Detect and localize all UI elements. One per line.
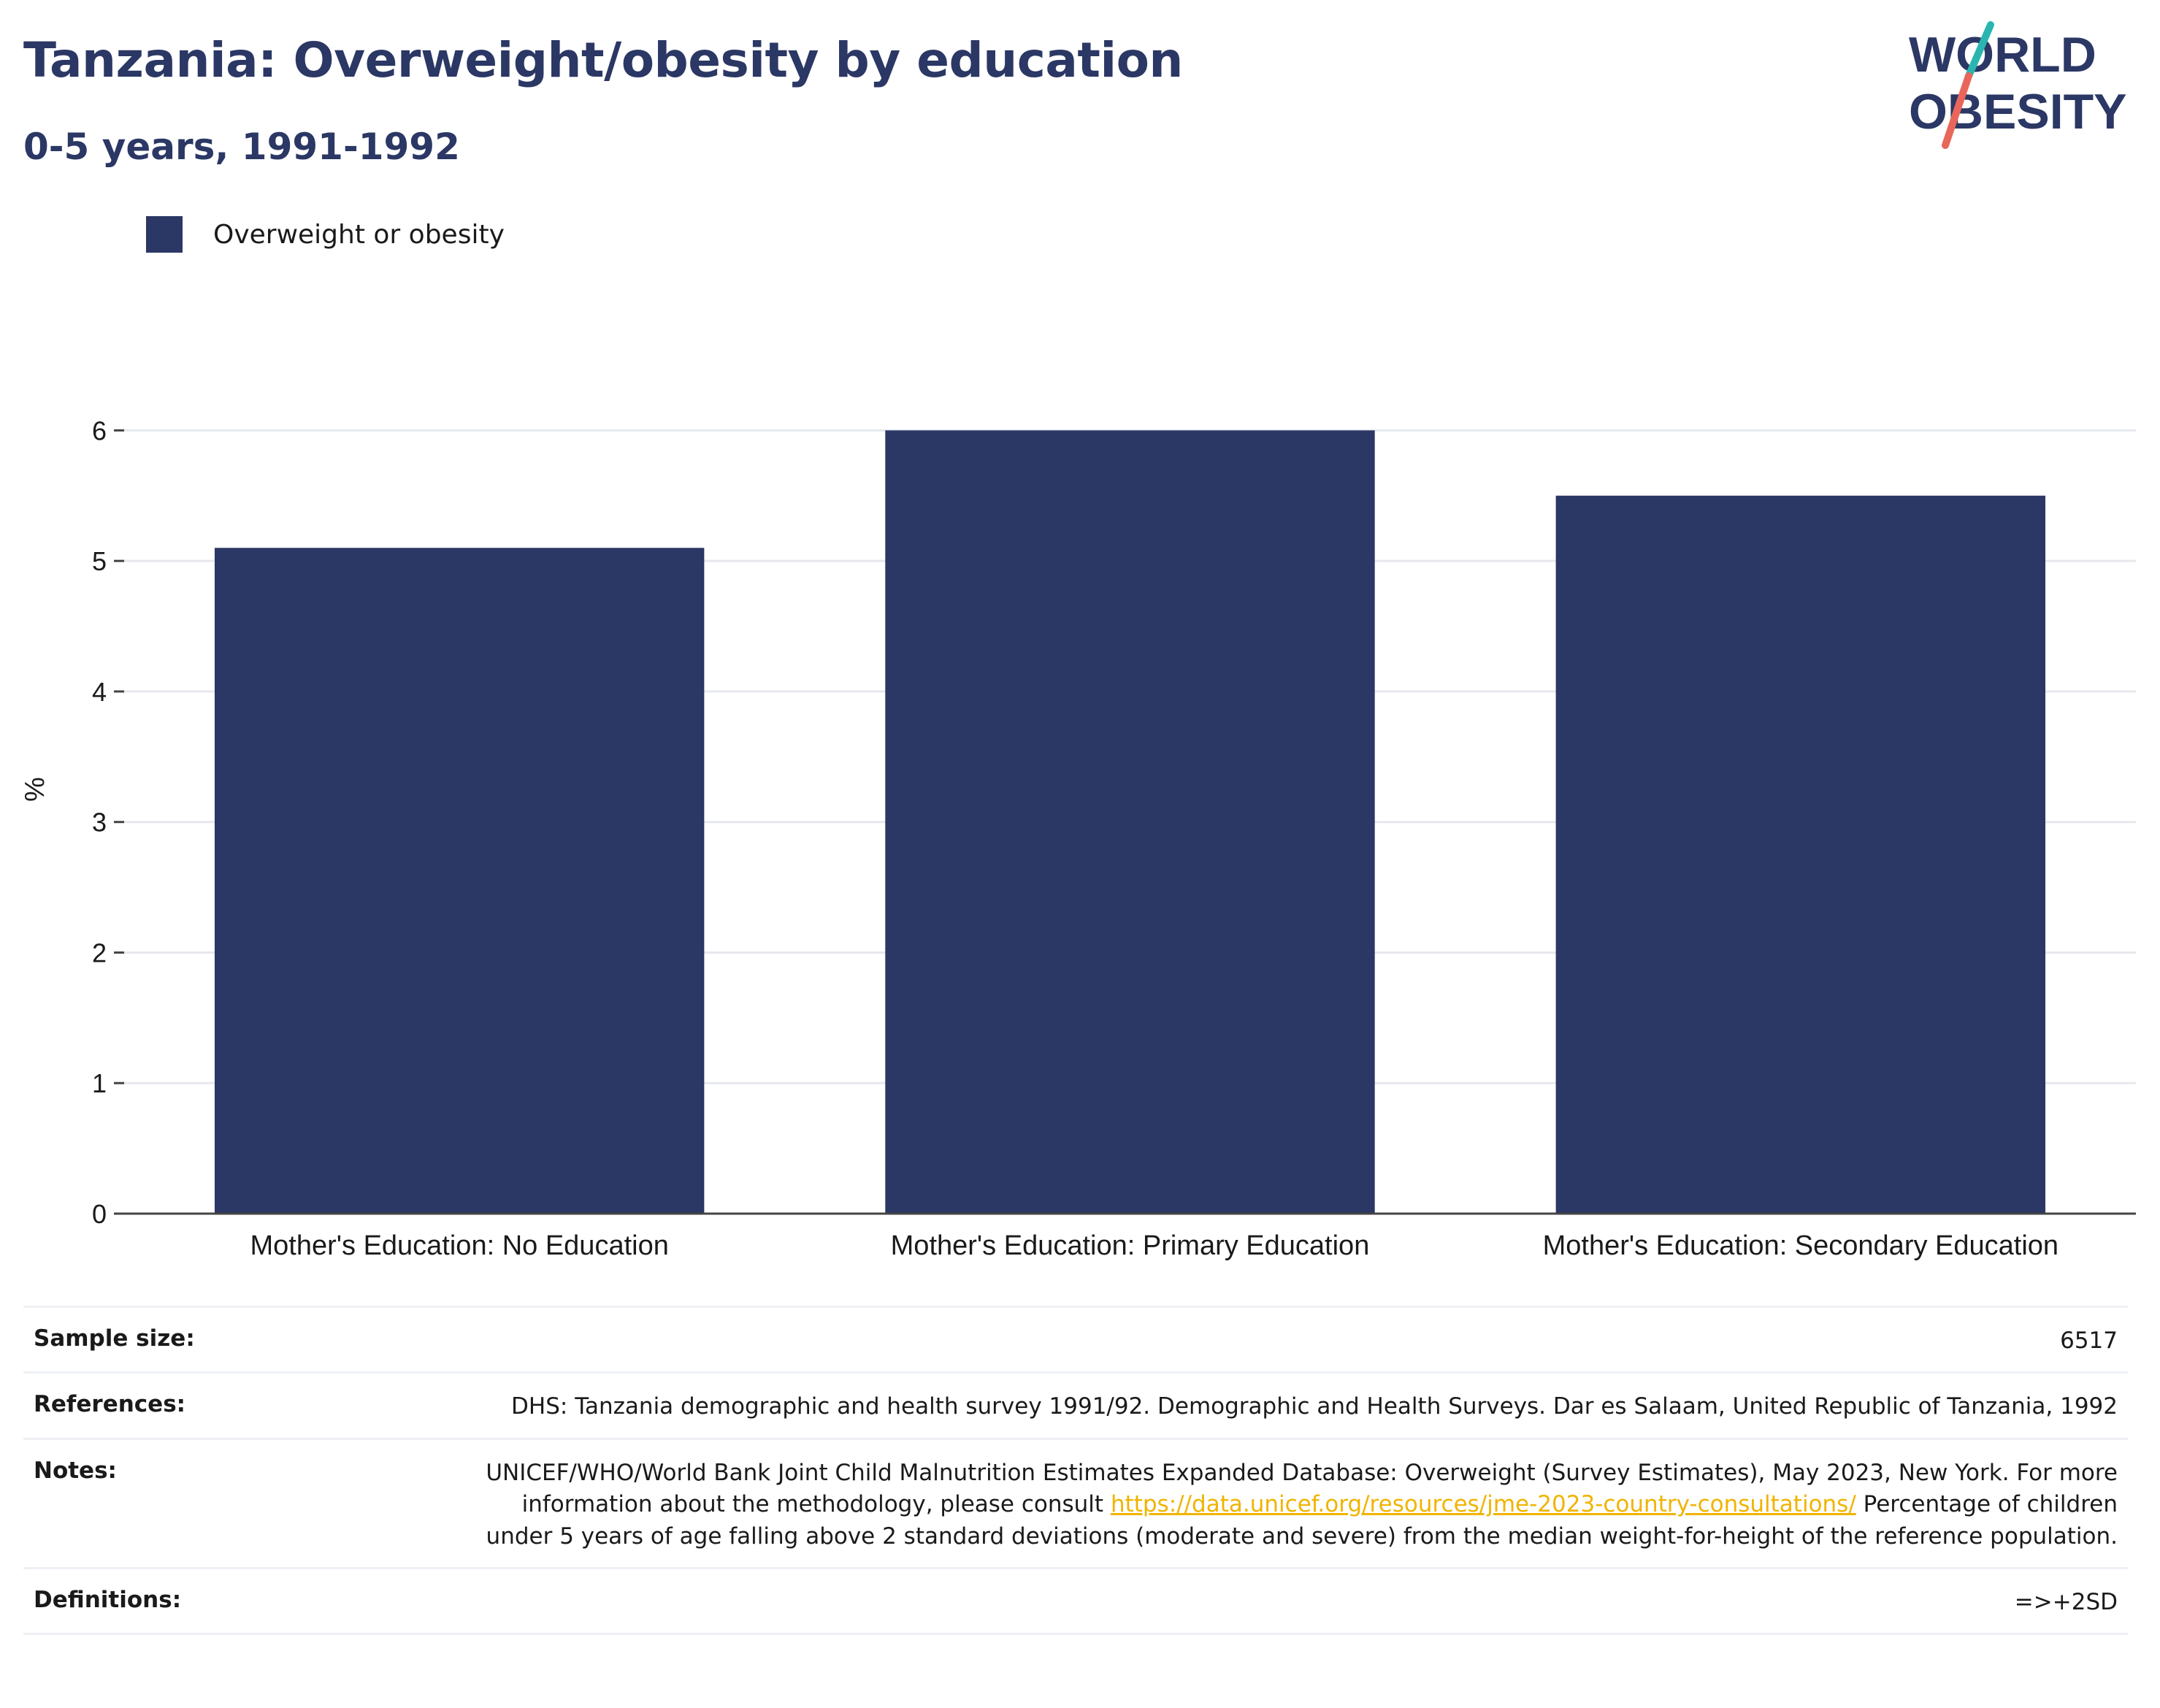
y-tick-label: 3 bbox=[92, 808, 107, 838]
notes-value: UNICEF/WHO/World Bank Joint Child Malnut… bbox=[475, 1458, 2118, 1552]
y-tick-label: 1 bbox=[92, 1068, 107, 1098]
y-axis-ticks: 0 1 2 3 4 5 6 bbox=[92, 415, 124, 1229]
definitions-label: Definitions: bbox=[34, 1586, 182, 1613]
logo-line1: WORLD bbox=[1909, 27, 2096, 83]
legend-swatch bbox=[146, 216, 183, 253]
legend-label: Overweight or obesity bbox=[213, 219, 505, 250]
bar-chart: 0 1 2 3 4 5 6 Mother's Education: No Education… bbox=[20, 415, 2136, 1261]
x-axis-ticks: Mother's Education: No Education Mother's… bbox=[250, 1230, 2058, 1261]
sample-size-label: Sample size: bbox=[34, 1325, 195, 1352]
logo-slash-bottom bbox=[1942, 72, 1972, 149]
notes-row: Notes: UNICEF/WHO/World Bank Joint Child… bbox=[23, 1437, 2128, 1567]
legend[interactable]: Overweight or obesity bbox=[146, 216, 505, 253]
x-tick-label: Mother's Education: No Education bbox=[250, 1230, 668, 1261]
y-tick-label: 2 bbox=[92, 938, 107, 968]
bars bbox=[214, 430, 2046, 1214]
world-obesity-logo: WORLD OBESITY bbox=[1909, 21, 2127, 149]
references-label: References: bbox=[34, 1391, 186, 1418]
references-value: DHS: Tanzania demographic and health sur… bbox=[511, 1393, 2118, 1420]
notes-link[interactable]: https://data.unicef.org/resources/jme-20… bbox=[1110, 1491, 1856, 1518]
bar bbox=[214, 548, 705, 1214]
chart-title: Tanzania: Overweight/obesity by educatio… bbox=[23, 32, 1183, 88]
notes-text-before: UNICEF/WHO/World Bank Joint Child Malnut… bbox=[486, 1459, 2118, 1518]
sample-size-value: 6517 bbox=[2060, 1328, 2118, 1354]
x-tick-label: Mother's Education: Primary Education bbox=[891, 1230, 1370, 1261]
notes-text-after: Percentage of children under 5 years of … bbox=[486, 1491, 2118, 1550]
y-tick-label: 0 bbox=[92, 1199, 107, 1229]
definitions-row: Definitions: =>+2SD bbox=[23, 1566, 2128, 1636]
references-row: References: DHS: Tanzania demographic an… bbox=[23, 1371, 2128, 1437]
definitions-value: =>+2SD bbox=[2014, 1588, 2118, 1615]
bar bbox=[1555, 495, 2046, 1214]
logo-slash-top bbox=[1965, 21, 1994, 80]
x-tick-label: Mother's Education: Secondary Education bbox=[1543, 1230, 2058, 1261]
y-axis-label: % bbox=[20, 777, 50, 802]
y-tick-label: 4 bbox=[92, 677, 107, 707]
bar bbox=[885, 430, 1375, 1214]
sample-size-row: Sample size: 6517 bbox=[23, 1306, 2128, 1371]
y-tick-label: 5 bbox=[92, 546, 107, 576]
logo-line2: OBESITY bbox=[1909, 84, 2127, 139]
chart-subtitle: 0-5 years, 1991-1992 bbox=[23, 126, 460, 168]
y-tick-label: 6 bbox=[92, 415, 107, 445]
info-table: Sample size: 6517 References: DHS: Tanza… bbox=[23, 1306, 2128, 1636]
notes-label: Notes: bbox=[34, 1457, 117, 1484]
